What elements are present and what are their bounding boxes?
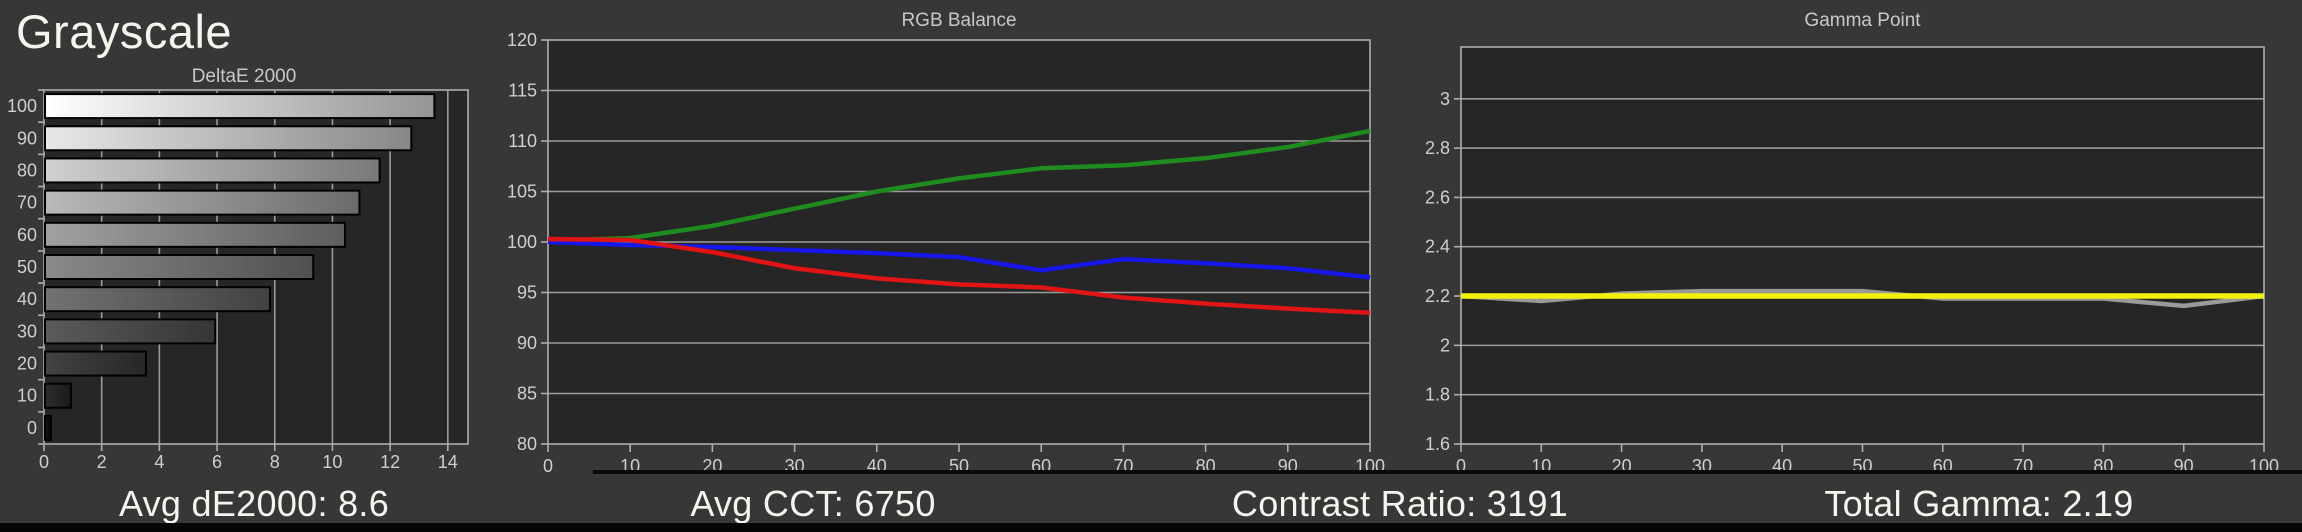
svg-text:2.4: 2.4 <box>1425 237 1450 257</box>
gamma-point-chart: 1.61.822.22.42.62.830 10 20 30 40 50 60 70 80 90 1… <box>1425 10 2279 476</box>
svg-text:2.8: 2.8 <box>1425 138 1450 158</box>
svg-text:70: 70 <box>17 193 37 213</box>
svg-text:4: 4 <box>154 452 164 472</box>
svg-text:85: 85 <box>517 384 537 404</box>
svg-text:0: 0 <box>39 452 49 472</box>
svg-text:10: 10 <box>17 386 37 406</box>
svg-text:120: 120 <box>507 30 537 50</box>
svg-text:DeltaE 2000: DeltaE 2000 <box>192 66 297 87</box>
svg-text:Gamma Point: Gamma Point <box>1804 10 1921 31</box>
svg-text:20: 20 <box>17 354 37 374</box>
svg-text:14: 14 <box>438 452 458 472</box>
svg-text:2: 2 <box>1440 335 1450 355</box>
stat-avg-de2000: Avg dE2000: 8.6 <box>118 483 390 524</box>
svg-text:10: 10 <box>322 452 342 472</box>
page-title: Grayscale <box>16 5 233 58</box>
svg-text:1.8: 1.8 <box>1425 385 1450 405</box>
svg-text:80: 80 <box>17 160 37 180</box>
svg-text:2.2: 2.2 <box>1425 286 1450 306</box>
stat-avg-cct: Avg CCT: 6750 <box>690 483 936 524</box>
svg-text:0: 0 <box>543 456 553 476</box>
svg-text:50: 50 <box>17 257 37 277</box>
svg-text:110: 110 <box>508 131 537 151</box>
svg-text:80: 80 <box>517 434 537 454</box>
svg-text:1.6: 1.6 <box>1425 434 1450 454</box>
svg-text:2: 2 <box>97 452 107 472</box>
svg-text:105: 105 <box>507 182 537 202</box>
svg-text:0: 0 <box>1456 456 1466 476</box>
svg-text:0: 0 <box>27 418 37 438</box>
svg-text:RGB Balance: RGB Balance <box>901 10 1016 31</box>
stat-total-gamma: Total Gamma: 2.19 <box>1824 483 2134 524</box>
svg-text:95: 95 <box>517 283 537 303</box>
bottom-letterbox-bar <box>0 523 2302 532</box>
svg-text:60: 60 <box>17 225 37 245</box>
svg-text:12: 12 <box>380 452 400 472</box>
svg-text:8: 8 <box>270 452 280 472</box>
svg-text:90: 90 <box>517 333 537 353</box>
svg-text:100: 100 <box>7 96 37 116</box>
svg-text:6: 6 <box>212 452 222 472</box>
svg-text:3: 3 <box>1440 89 1450 109</box>
separator-line <box>593 470 2302 474</box>
svg-text:30: 30 <box>17 321 37 341</box>
svg-text:100: 100 <box>507 232 537 252</box>
svg-text:90: 90 <box>17 128 37 148</box>
svg-text:2.6: 2.6 <box>1425 187 1450 207</box>
stat-contrast-ratio: Contrast Ratio: 3191 <box>1231 483 1569 524</box>
svg-text:40: 40 <box>17 289 37 309</box>
svg-text:115: 115 <box>508 81 537 101</box>
